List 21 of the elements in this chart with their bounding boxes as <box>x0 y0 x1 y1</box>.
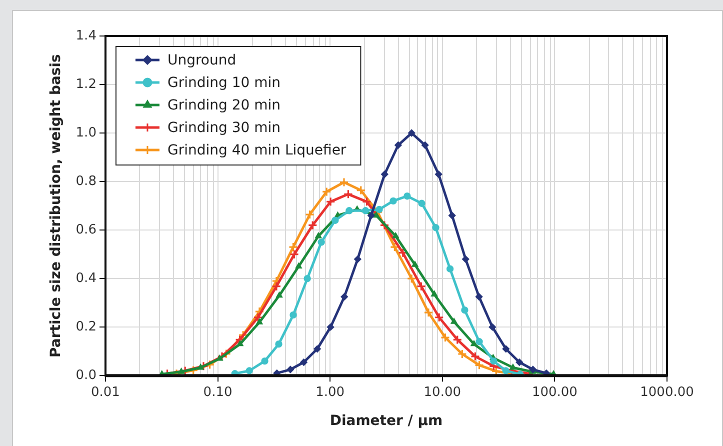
legend-label: Grinding 30 min <box>167 120 281 136</box>
y-tick-label: 0.6 <box>76 222 96 238</box>
x-tick-label: 1.00 <box>316 384 345 400</box>
y-axis-title: Particle size distribution, weight basis <box>48 54 64 358</box>
y-tick-label: 1.4 <box>76 28 96 44</box>
y-tick-label: 0.0 <box>76 368 96 383</box>
legend-label: Unground <box>167 52 236 69</box>
x-axis-title: Diameter / µm <box>330 413 443 430</box>
legend-label: Grinding 10 min <box>167 75 281 92</box>
x-tick-label: 0.10 <box>203 384 232 400</box>
y-tick-label: 0.2 <box>76 319 96 334</box>
x-tick-label: 10.00 <box>424 384 461 400</box>
y-tick-label: 1.0 <box>76 125 96 140</box>
x-tick-label: 0.01 <box>91 384 120 400</box>
y-tick-label: 0.4 <box>76 270 96 286</box>
legend-label: Grinding 20 min <box>167 98 281 114</box>
x-tick-label: 1000.00 <box>640 384 694 400</box>
y-tick-label: 0.8 <box>76 174 96 189</box>
legend-label: Grinding 40 min Liquefier <box>167 142 346 159</box>
y-tick-label: 1.2 <box>76 76 96 92</box>
x-tick-label: 100.00 <box>532 384 578 400</box>
